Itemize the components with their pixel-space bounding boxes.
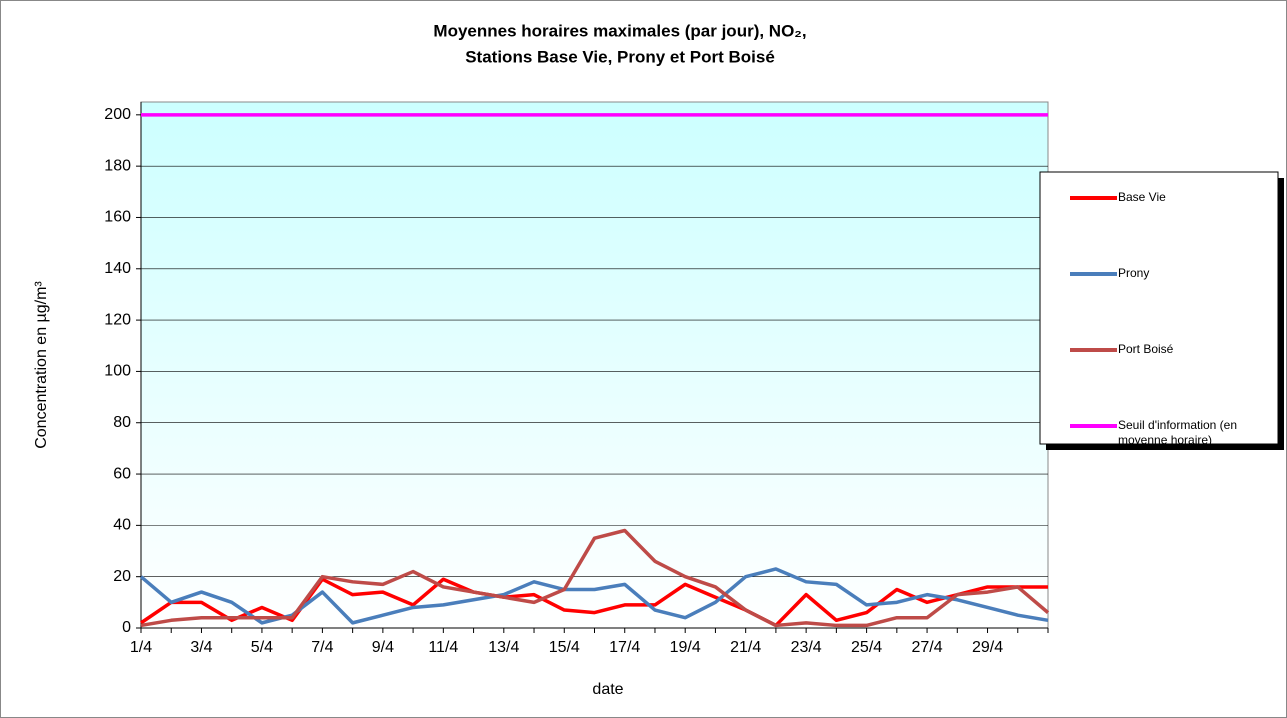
chart-subtitle: Stations Base Vie, Prony et Port Boisé xyxy=(465,47,775,66)
x-tick-label: 15/4 xyxy=(549,639,580,656)
legend-label: Seuil d'information (en moyenne horaire) xyxy=(1118,418,1237,447)
y-tick-label: 80 xyxy=(113,414,131,431)
y-tick-label: 140 xyxy=(104,260,131,277)
legend-label: Base Vie xyxy=(1118,190,1166,204)
y-tick-label: 0 xyxy=(122,619,131,636)
data-line xyxy=(140,528,1050,628)
y-tick-label: 160 xyxy=(104,209,131,226)
legend-label: Prony xyxy=(1118,266,1149,280)
y-tick-label: 20 xyxy=(113,568,131,585)
x-tick-label: 29/4 xyxy=(972,639,1003,656)
x-tick-label: 27/4 xyxy=(911,639,942,656)
x-tick-label: 9/4 xyxy=(372,639,394,656)
x-tick-label: 5/4 xyxy=(251,639,273,656)
y-tick-label: 180 xyxy=(104,157,131,174)
legend-label-line: moyenne horaire) xyxy=(1118,433,1212,447)
x-tick-label: 17/4 xyxy=(609,639,640,656)
y-tick-label: 40 xyxy=(113,517,131,534)
legend-label-line: Seuil d'information (en xyxy=(1118,418,1237,432)
x-axis-label: date xyxy=(592,681,623,698)
x-tick-label: 19/4 xyxy=(670,639,701,656)
data-line xyxy=(140,577,1048,628)
y-tick-label: 60 xyxy=(113,465,131,482)
y-axis-label: Concentration en µg/m³ xyxy=(33,281,50,449)
x-tick-label: 3/4 xyxy=(190,639,212,656)
x-tick-label: 25/4 xyxy=(851,639,882,656)
x-tick-label: 11/4 xyxy=(428,639,458,656)
chart-title: Moyennes horaires maximales (par jour), … xyxy=(433,21,806,40)
x-tick-label: 23/4 xyxy=(791,639,822,656)
x-tick-label: 13/4 xyxy=(488,639,519,656)
x-tick-label: 7/4 xyxy=(311,639,333,656)
y-tick-label: 200 xyxy=(104,106,131,123)
legend xyxy=(1039,171,1279,445)
y-tick-label: 120 xyxy=(104,311,131,328)
x-tick-label: 21/4 xyxy=(730,639,761,656)
x-tick-label: 1/4 xyxy=(130,639,152,656)
plot-area xyxy=(140,101,1049,629)
legend-label: Port Boisé xyxy=(1118,342,1174,356)
y-tick-label: 100 xyxy=(104,363,131,380)
